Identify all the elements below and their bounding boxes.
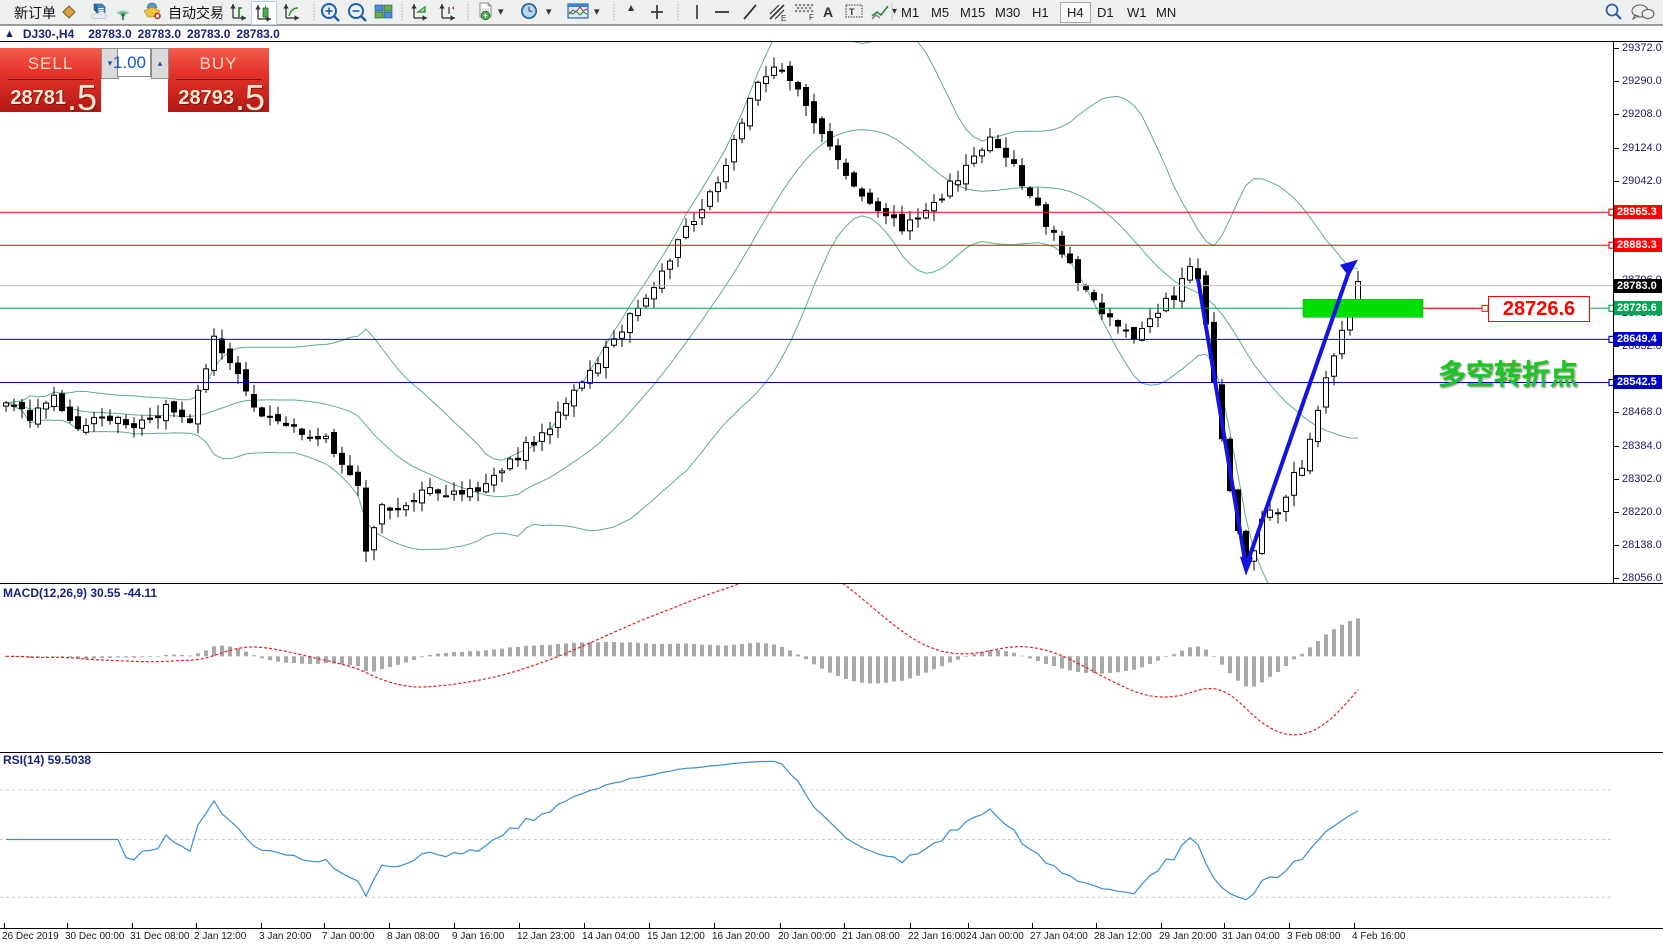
svg-text:E: E	[781, 14, 786, 22]
svg-text:A: A	[823, 4, 833, 20]
svg-text:F: F	[809, 13, 814, 20]
svg-text:T: T	[849, 7, 855, 17]
